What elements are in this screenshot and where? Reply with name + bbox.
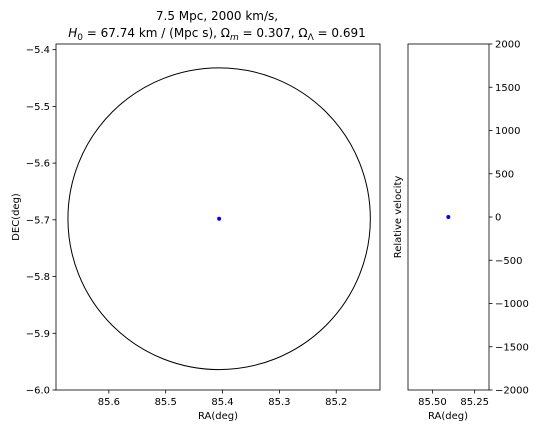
velocity-panel-data-point: [446, 215, 451, 219]
velocity-panel-y-tick-label: 1000: [495, 126, 520, 137]
sky-panel-x-tick-label: 85.5: [155, 397, 177, 408]
sky-panel-x-tick-label: 85.2: [325, 397, 347, 408]
sky-panel-y-axis-label: DEC(deg): [11, 193, 22, 241]
sky-panel-frame: [55, 43, 381, 391]
velocity-panel-y-tick-label: −2000: [495, 386, 529, 397]
title-part: = 0.691: [314, 26, 366, 40]
sky-panel-x-tick-label: 85.6: [98, 397, 120, 408]
velocity-panel-y-tick-label: 1500: [495, 83, 520, 94]
velocity-panel-x-axis-label: RA(deg): [428, 411, 468, 422]
chart-title-line1: 7.5 Mpc, 2000 km/s,: [156, 9, 278, 23]
sky-panel-radius-circle: [67, 67, 371, 371]
sky-panel-x-tick-label: 85.3: [268, 397, 290, 408]
title-part: = 67.74 km / (Mpc s),: [83, 26, 221, 40]
velocity-panel: 85.50 85.25 −2000 −1500 −1000 −500 0 500 1000 15…: [393, 40, 529, 423]
sky-panel-y-tick-label: −5.5: [26, 102, 50, 113]
sky-panel-x-axis-label: RA(deg): [198, 411, 238, 422]
sky-panel-y-tick-label: −5.8: [26, 272, 50, 283]
velocity-panel-y-tick-label: −1000: [495, 299, 529, 310]
title-part: 0: [77, 33, 83, 43]
sky-panel-y-tick-label: −5.9: [26, 329, 50, 340]
velocity-panel-y-tick-label: 2000: [495, 40, 520, 51]
chart-title-line2: H0 = 67.74 km / (Mpc s), Ωm = 0.307, ΩΛ …: [68, 26, 366, 43]
velocity-panel-y-tick-label: −500: [495, 256, 522, 267]
title-part: H: [68, 26, 77, 40]
velocity-panel-y-tick-label: −1500: [495, 342, 529, 353]
velocity-panel-y-axis-label: Relative velocity: [393, 176, 404, 259]
sky-panel-y-tick-label: −5.4: [26, 45, 50, 56]
velocity-panel-y-tick-label: 500: [495, 169, 514, 180]
velocity-panel-x-tick-label: 85.50: [418, 397, 447, 408]
sky-panel-y-tick-label: −5.6: [26, 159, 50, 170]
title-part: m: [230, 33, 239, 43]
sky-panel: 85.6 85.5 85.4 85.3 85.2 −6.0 −5.9 −5.8 −5.7 −5.…: [11, 43, 381, 422]
velocity-panel-x-tick-label: 85.25: [460, 397, 489, 408]
title-part: Λ: [308, 33, 315, 43]
title-part: Ω: [221, 26, 230, 40]
title-part: Ω: [298, 26, 307, 40]
sky-panel-x-tick-label: 85.4: [211, 397, 233, 408]
sky-panel-y-tick-label: −5.7: [26, 215, 50, 226]
sky-panel-data-point: [217, 216, 222, 221]
sky-panel-y-tick-label: −6.0: [26, 386, 50, 397]
velocity-panel-y-tick-label: 0: [495, 213, 501, 224]
title-part: = 0.307,: [239, 26, 299, 40]
